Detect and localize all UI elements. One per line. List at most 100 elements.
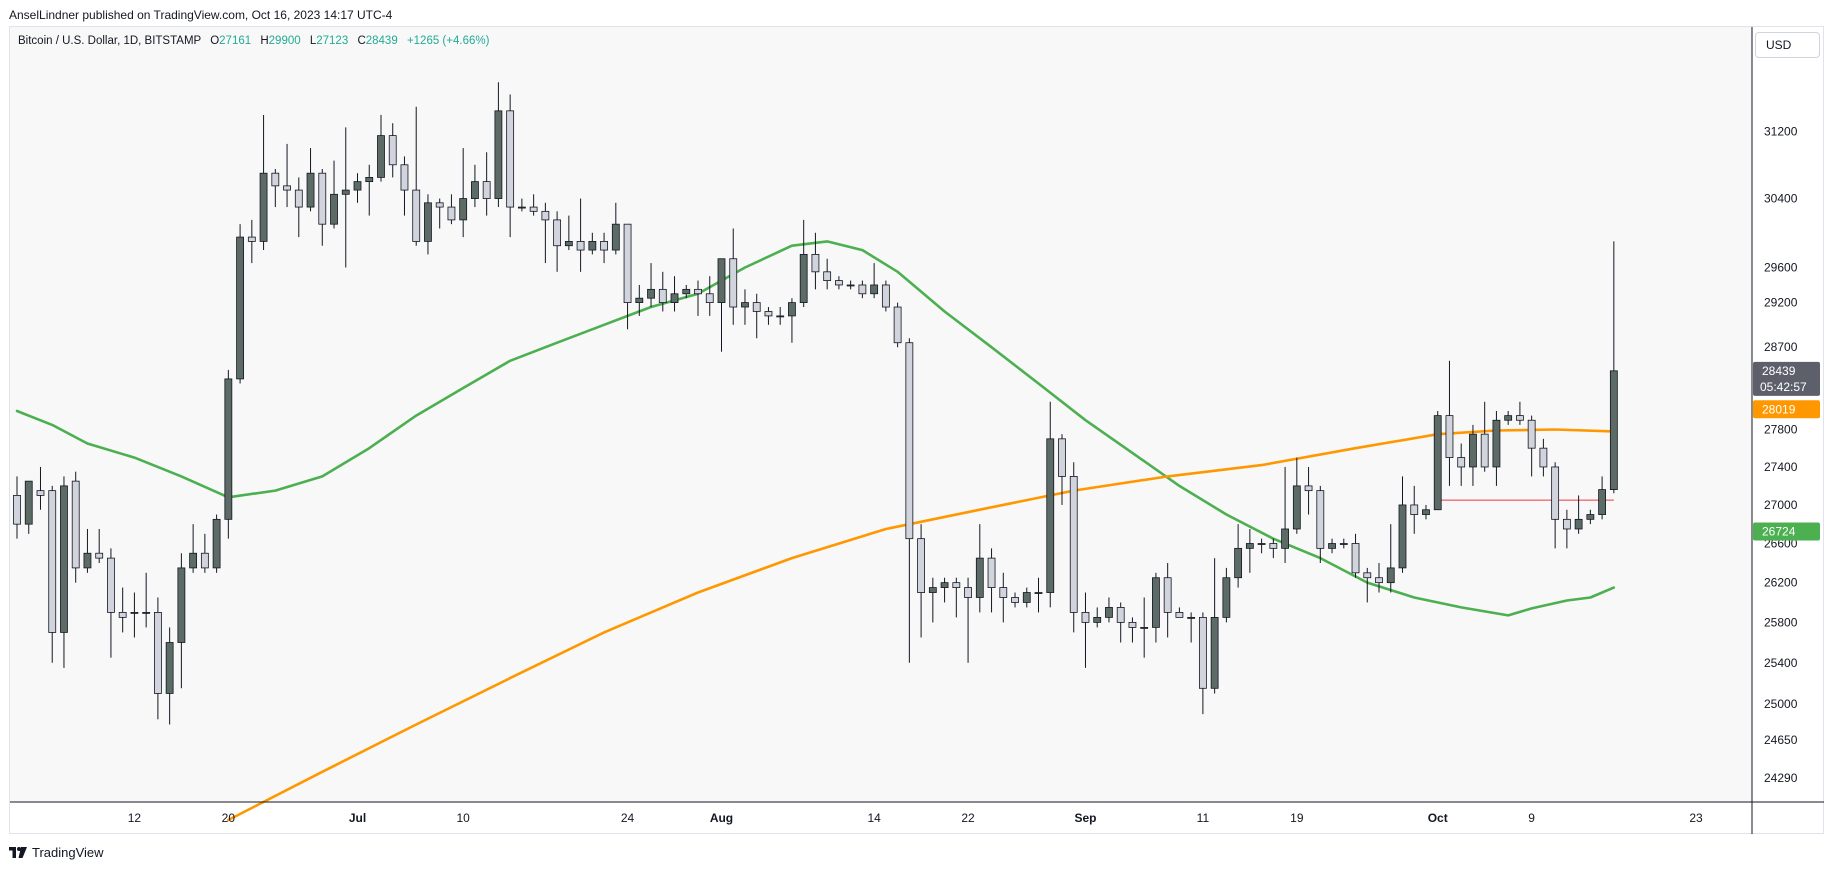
candle [1551, 462, 1560, 549]
candle [95, 528, 104, 564]
candle-body-down [1351, 543, 1360, 574]
candle [1492, 411, 1501, 486]
candle [788, 298, 796, 343]
price-tick-label: 28700 [1764, 340, 1798, 354]
currency-button[interactable]: USD [1755, 32, 1820, 58]
candle [412, 106, 421, 246]
candle-body-up [177, 567, 186, 643]
candle-body-down [705, 293, 714, 304]
candle-body-up [1046, 438, 1055, 593]
candle-body-down [388, 135, 397, 166]
time-tick-label: 14 [867, 811, 881, 825]
candle [1152, 572, 1160, 643]
candle-body-down [118, 611, 127, 618]
candle [1069, 462, 1078, 633]
candle-body-up [1257, 543, 1266, 545]
candle-body-up [1140, 627, 1149, 629]
price-tick-label: 25400 [1764, 656, 1798, 670]
candle [1527, 415, 1536, 477]
candle-body-up [1598, 489, 1607, 515]
candle-body-up [189, 552, 198, 569]
candle [1234, 524, 1243, 588]
candle [459, 148, 468, 238]
candle [212, 514, 221, 573]
time-tick-label: Oct [1428, 811, 1448, 825]
candle [553, 211, 562, 272]
candle [1222, 567, 1231, 623]
time-tick-label: 24 [621, 811, 635, 825]
candle-body-down [600, 241, 608, 251]
low-value: 27123 [316, 35, 349, 47]
tradingview-icon [9, 847, 27, 858]
candle [940, 577, 949, 603]
candle-body-up [459, 198, 468, 221]
candle [13, 476, 21, 539]
candle-body-up [940, 582, 949, 588]
candle-body-up [212, 518, 221, 569]
candle-body-down [1198, 616, 1207, 689]
candle-body-up [1469, 433, 1477, 468]
candle-body-down [1539, 447, 1548, 468]
candle-body-up [224, 378, 233, 520]
candle-body-up [1187, 616, 1196, 619]
candle-body-up [142, 611, 151, 614]
candle [541, 202, 550, 264]
candle [928, 577, 937, 623]
candle-body-up [1292, 485, 1301, 530]
candle-body-up [306, 172, 315, 208]
candle-body-down [764, 311, 773, 317]
candle [318, 168, 327, 246]
price-tick-label: 24290 [1764, 771, 1798, 785]
candle-body-up [870, 284, 879, 295]
candle [1081, 592, 1090, 668]
candle [1116, 602, 1125, 643]
candle [858, 280, 867, 299]
candle [1433, 411, 1442, 511]
price-axis: 2429024650250002540025800262002660027000… [1751, 27, 1798, 834]
candle-body-up [330, 193, 338, 225]
candle [1022, 587, 1031, 608]
candle-body-down [1116, 607, 1125, 623]
ma-fast-line [15, 240, 1616, 617]
candle [1093, 607, 1102, 628]
candle-body-up [471, 181, 479, 199]
candle-body-up [1504, 415, 1513, 421]
time-tick-label: 22 [961, 811, 975, 825]
candle [200, 533, 209, 573]
candle [1562, 509, 1571, 549]
candle-body-down [835, 280, 843, 286]
candle-body-down [658, 288, 667, 304]
candle [306, 148, 315, 212]
candle-body-down [1269, 543, 1278, 549]
candle [1339, 538, 1348, 549]
candle-body-up [1339, 543, 1348, 545]
candle [165, 627, 174, 725]
tradingview-logo[interactable]: TradingView [9, 845, 104, 860]
candle [1457, 443, 1466, 486]
candle [1269, 538, 1278, 559]
moving-averages [15, 240, 1616, 822]
candle-body-up [24, 480, 33, 525]
candle [752, 293, 761, 339]
candle [881, 280, 890, 312]
time-tick-label: 10 [456, 811, 470, 825]
candle [71, 471, 80, 583]
candle [1187, 612, 1196, 643]
candle [658, 271, 667, 312]
candle [36, 466, 45, 510]
candle [1586, 509, 1595, 525]
price-tick-label: 30400 [1764, 192, 1798, 206]
price-tick-label: 26200 [1764, 576, 1798, 590]
price-tick-label: 29600 [1764, 260, 1798, 274]
candle-body-up [236, 236, 244, 380]
change-value: +1265 (+4.66%) [406, 35, 490, 47]
candle-body-down [200, 552, 209, 569]
candle-body-up [1093, 616, 1102, 623]
time-tick-label: Jul [349, 811, 366, 825]
candle [999, 572, 1008, 623]
candle-body-up [165, 642, 174, 694]
candle [717, 258, 726, 352]
open-value: 27161 [219, 35, 252, 47]
price-tick-label: 27000 [1764, 498, 1798, 512]
